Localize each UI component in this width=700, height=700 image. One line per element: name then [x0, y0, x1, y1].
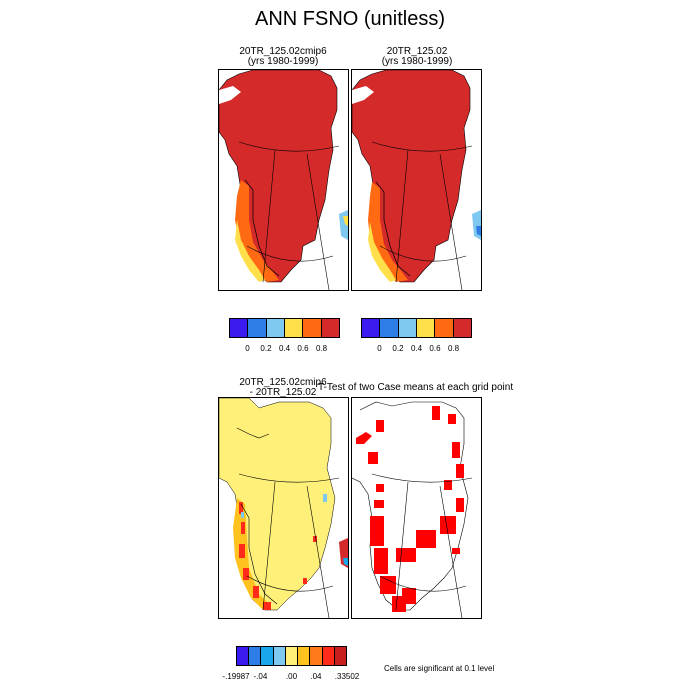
diff-case-b: - 20TR_125.02 [249, 387, 317, 398]
diff-colorbar-labels: -.19987 -.04 .00 .04 .33502 [222, 672, 359, 682]
panel2-colorbar-labels: 0 0.2 0.4 0.6 0.8 [361, 344, 472, 354]
diff-colorbar-tick-label: -.19987 [222, 672, 250, 681]
greenland-land [352, 70, 471, 283]
panel2-colorbar-swatch [398, 319, 417, 337]
significant-cells [356, 406, 464, 612]
panel1-colorbar-tick-label: 0.8 [315, 344, 328, 353]
east-island [472, 210, 481, 240]
panel2-colorbar-swatch [416, 319, 436, 337]
panel1-colorbar-swatch [248, 319, 267, 337]
panel2-colorbar-swatch [380, 319, 399, 337]
diff-colorbar-swatch [285, 647, 299, 665]
panel2-colorbar-tick-label: 0.4 [410, 344, 423, 353]
west-coast-band-yellow [368, 222, 396, 282]
panel2-colorbar-tick-label: 0.6 [429, 344, 441, 353]
nw-notch [352, 86, 374, 104]
ttest-coastline [352, 401, 469, 611]
panel2-map [351, 69, 482, 291]
diff-colorbar-tick-label: .33502 [334, 672, 360, 681]
panel1-colorbar-swatch [303, 319, 322, 337]
panel2-colorbar-tick-label: 0.2 [392, 344, 404, 353]
graticule [371, 473, 473, 618]
diff-colorbar [236, 646, 347, 666]
graticule [371, 141, 473, 290]
diff-colorbar-swatch [273, 647, 286, 665]
panel2-title: 20TR_125.02 (yrs 1980-1999) [352, 47, 482, 67]
panel2-colorbar-swatch [453, 319, 471, 337]
ttest-panel-map [351, 397, 482, 619]
panel2-colorbar-tick-label: 0.8 [447, 344, 460, 353]
panel1-colorbar-swatch [284, 319, 304, 337]
west-coast-band-orange [235, 180, 279, 282]
west-coast-band-orange [368, 182, 408, 282]
greenland-land [219, 70, 338, 283]
figure-title: ANN FSNO (unitless) [254, 8, 446, 30]
diff-colorbar-tick-label: .04 [310, 672, 322, 681]
diff-panel-map [218, 397, 349, 619]
east-island-orange [343, 216, 348, 226]
diff-map-svg [219, 398, 348, 618]
panel2-years: (yrs 1980-1999) [381, 56, 453, 67]
east-island-blue [476, 226, 481, 236]
graticule [238, 141, 340, 290]
panel1-colorbar [229, 318, 340, 338]
coastline [375, 181, 411, 277]
panel1-years: (yrs 1980-1999) [247, 56, 319, 67]
panel1-colorbar-swatch [230, 319, 249, 337]
panel1-colorbar-tick-label: 0 [245, 344, 250, 353]
diff-colorbar-swatch [237, 647, 250, 665]
panel1-map-svg [219, 70, 348, 290]
panel1-map [218, 69, 349, 291]
west-coast-band-yellow [235, 220, 265, 282]
panel2-colorbar-swatch [362, 319, 381, 337]
panel2-case-name: 20TR_125.02 [386, 46, 448, 57]
diff-colorbar-tick-label: .00 [285, 672, 298, 681]
panel1-title: 20TR_125.02cmip6 (yrs 1980-1999) [218, 47, 348, 67]
panel1-colorbar-tick-label: 0.6 [297, 344, 309, 353]
coastline [244, 179, 280, 277]
panel1-colorbar-tick-label: 0.2 [260, 344, 272, 353]
panel2-colorbar [361, 318, 472, 338]
significance-note: Cells are significant at 0.1 level [384, 664, 495, 673]
panel2-colorbar-tick-label: 0 [377, 344, 382, 353]
panel2-colorbar-swatch [435, 319, 454, 337]
diff-colorbar-swatch [322, 647, 335, 665]
diff-case-a: 20TR_125.02cmip6 [239, 377, 327, 388]
panel2-map-svg [352, 70, 481, 290]
diff-colorbar-tick-label: -.04 [253, 672, 268, 681]
coastline [236, 427, 278, 605]
ttest-map-svg [352, 401, 473, 618]
diff-colorbar-swatch [310, 647, 323, 665]
diff-panel-title: 20TR_125.02cmip6 - 20TR_125.02 [218, 378, 348, 398]
diff-colorbar-swatch [261, 647, 274, 665]
diff-east-island-blue [343, 558, 348, 566]
panel1-colorbar-labels: 0 0.2 0.4 0.6 0.8 [229, 344, 340, 354]
diff-colorbar-swatch [298, 647, 311, 665]
panel1-case-name: 20TR_125.02cmip6 [239, 46, 327, 57]
ttest-panel-title: T-Test of two Case means at each grid po… [318, 382, 514, 393]
panel1-colorbar-swatch [266, 319, 285, 337]
panel1-colorbar-tick-label: 0.4 [278, 344, 291, 353]
panel1-colorbar-swatch [321, 319, 339, 337]
diff-colorbar-swatch [249, 647, 262, 665]
graticule [238, 473, 340, 618]
diff-colorbar-swatch [334, 647, 346, 665]
nw-notch [219, 86, 241, 104]
